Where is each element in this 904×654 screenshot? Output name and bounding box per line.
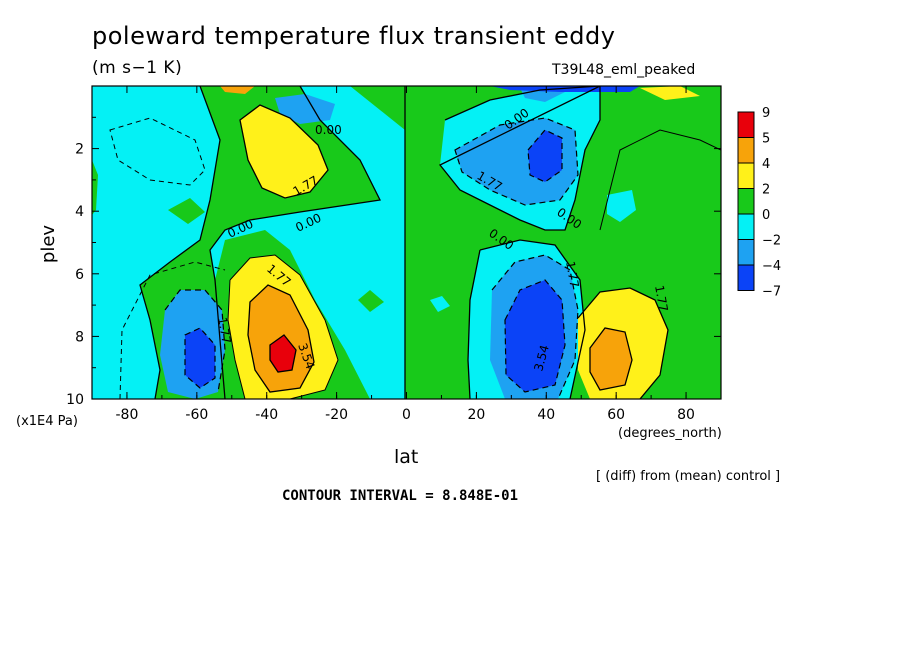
x-tick-label: 0 [402, 407, 411, 423]
fill-darkblue-nh-top [490, 86, 640, 92]
fill-green-south-island [168, 198, 205, 224]
contour-neg-nh-up [454, 117, 579, 206]
contour-pos-nh-outer [599, 129, 721, 231]
contour-pos-sh-up [239, 104, 329, 199]
colorbar-swatch [737, 213, 755, 240]
fill-green-tropic-top [350, 86, 405, 130]
x-tick-label: -20 [325, 407, 348, 423]
y-tick-label: 4 [75, 204, 84, 220]
colorbar-label: −7 [762, 285, 781, 300]
fill-orange-sh-top [220, 86, 255, 94]
fill-green-left-sliver [92, 160, 98, 215]
x-tick-label: 40 [537, 407, 555, 423]
contour-label: 1.77 [563, 260, 581, 289]
contour-zero-nh-upper [438, 86, 601, 231]
contour-pos-nh-low [577, 287, 669, 399]
y-tick-label: 2 [75, 142, 84, 158]
x-tick-label: -80 [116, 407, 139, 423]
contour-label: 3.54 [531, 343, 551, 372]
x-axis-unit: (degrees_north) [618, 426, 722, 441]
chart-units: (m s−1 K) [92, 58, 183, 78]
contour-pos-sh-low-3 [269, 334, 297, 373]
x-tick-label: 20 [467, 407, 485, 423]
contour-neg-sh-low [164, 289, 226, 393]
y-axis-label: plev [38, 225, 59, 264]
colorbar-swatch [737, 137, 755, 164]
y-axis: 2 4 6 8 10 [66, 116, 721, 408]
y-tick-label: 8 [75, 329, 84, 345]
contour-lines [109, 86, 721, 399]
fill-cyan-north-island [607, 190, 636, 222]
colorbar: 9 5 4 2 0 −2 −4 −7 [737, 106, 781, 300]
colorbar-label: 4 [762, 157, 770, 172]
contour-zero-south [139, 86, 221, 399]
contour-neg-sh-upper [109, 117, 206, 186]
colorbar-label: 0 [762, 208, 770, 223]
colorbar-swatch [737, 111, 755, 138]
x-tick-label: -60 [185, 407, 208, 423]
colorbar-label: −4 [762, 259, 781, 274]
colorbar-swatch [737, 264, 755, 291]
y-tick-label: 10 [66, 392, 84, 408]
fill-lightblue-sh-top [275, 94, 335, 124]
filled-contours [92, 86, 721, 399]
colorbar-swatch [737, 162, 755, 189]
contour-neg-sh-low-2 [184, 327, 216, 389]
colorbar-swatch [737, 188, 755, 215]
x-axis-label: lat [394, 446, 419, 468]
chart-title: poleward temperature flux transient eddy [92, 22, 616, 50]
fill-orange-nh-low [590, 328, 632, 390]
colorbar-label: 9 [762, 106, 770, 121]
run-label: T39L48_eml_peaked [552, 62, 696, 78]
y-tick-label: 6 [75, 267, 84, 283]
diff-note: [ (diff) from (mean) control ] [596, 469, 781, 484]
contour-pos-sh-low-1 [229, 254, 339, 399]
colorbar-label: −2 [762, 234, 781, 249]
contour-zero-nh-lower [467, 239, 586, 399]
fill-darkblue-nh-up [528, 130, 562, 182]
x-tick-label: 60 [607, 407, 625, 423]
contour-neg-sh-broad [119, 261, 226, 399]
fill-red-sh-low [270, 335, 296, 372]
contour-pos-nh-low-2 [589, 327, 633, 391]
fill-yellow-nh-top [640, 86, 700, 100]
contour-interval: CONTOUR INTERVAL = 8.848E-01 [282, 488, 519, 504]
fill-darkblue-sh-low [185, 328, 215, 388]
fill-green-eq-island [358, 290, 384, 312]
contour-label: 1.77 [652, 284, 670, 313]
fill-cyan-eq-small [430, 296, 450, 312]
y-axis-unit: (x1E4 Pa) [16, 414, 78, 429]
contour-pos-sh-outer [227, 279, 246, 399]
contour-neg-nh-up-2 [527, 129, 563, 183]
fill-darkblue-nh-low [505, 280, 565, 392]
fill-yellow-sh-up [240, 105, 328, 198]
contour-label: 1.77 [215, 316, 233, 345]
colorbar-label: 2 [762, 183, 770, 198]
colorbar-label: 5 [762, 132, 770, 147]
x-axis: -80 -60 -40 -20 0 20 40 60 80 [91, 86, 722, 423]
contour-pos-sh-low-2 [247, 284, 315, 393]
contour-label: 0.00 [315, 123, 342, 137]
contour-zero-south-inner [209, 86, 381, 399]
contour-neg-nh-low-2 [504, 279, 566, 393]
x-tick-label: 80 [677, 407, 695, 423]
x-tick-label: -40 [255, 407, 278, 423]
colorbar-swatch [737, 239, 755, 266]
